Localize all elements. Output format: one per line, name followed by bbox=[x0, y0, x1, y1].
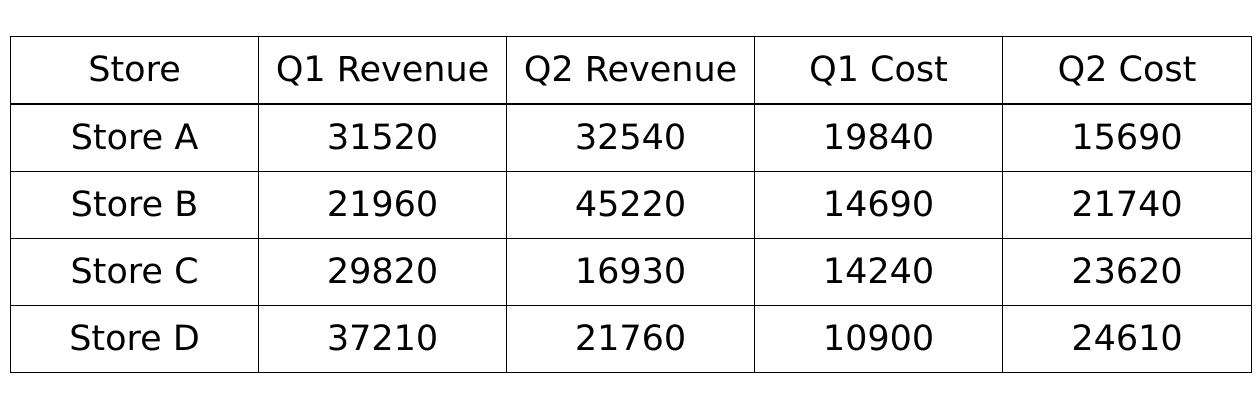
table-cell: Store D bbox=[10, 305, 259, 373]
table-cell: 21760 bbox=[506, 305, 755, 373]
table-header: Store Q1 Revenue Q2 Revenue Q1 Cost Q2 C… bbox=[10, 36, 1252, 105]
header-cell-q1-cost: Q1 Cost bbox=[754, 36, 1003, 105]
table-cell: 15690 bbox=[1002, 103, 1252, 172]
header-cell-q2-cost: Q2 Cost bbox=[1002, 36, 1252, 105]
table-cell: 45220 bbox=[506, 171, 755, 239]
table-cell: 10900 bbox=[754, 305, 1003, 373]
table-cell: 31520 bbox=[258, 103, 507, 172]
table-row: Store A 31520 32540 19840 15690 bbox=[10, 103, 1252, 172]
header-cell-q1-revenue: Q1 Revenue bbox=[258, 36, 507, 105]
header-row: Store Q1 Revenue Q2 Revenue Q1 Cost Q2 C… bbox=[10, 36, 1252, 105]
table-cell: 16930 bbox=[506, 238, 755, 306]
table-row: Store B 21960 45220 14690 21740 bbox=[10, 171, 1252, 239]
table-cell: Store B bbox=[10, 171, 259, 239]
table-cell: 21960 bbox=[258, 171, 507, 239]
table-cell: 23620 bbox=[1002, 238, 1252, 306]
header-cell-store: Store bbox=[10, 36, 259, 105]
table-cell: 29820 bbox=[258, 238, 507, 306]
table-cell: 24610 bbox=[1002, 305, 1252, 373]
table-cell: 14240 bbox=[754, 238, 1003, 306]
header-cell-q2-revenue: Q2 Revenue bbox=[506, 36, 755, 105]
table-cell: 37210 bbox=[258, 305, 507, 373]
table-row: Store C 29820 16930 14240 23620 bbox=[10, 238, 1252, 306]
table-cell: Store A bbox=[10, 103, 259, 172]
data-table: Store Q1 Revenue Q2 Revenue Q1 Cost Q2 C… bbox=[10, 36, 1252, 373]
table-cell: 21740 bbox=[1002, 171, 1252, 239]
table-cell: Store C bbox=[10, 238, 259, 306]
table-body: Store A 31520 32540 19840 15690 Store B … bbox=[10, 103, 1252, 373]
table-row: Store D 37210 21760 10900 24610 bbox=[10, 305, 1252, 373]
table-cell: 32540 bbox=[506, 103, 755, 172]
table-cell: 19840 bbox=[754, 103, 1003, 172]
data-table-container: Store Q1 Revenue Q2 Revenue Q1 Cost Q2 C… bbox=[10, 36, 1252, 373]
table-cell: 14690 bbox=[754, 171, 1003, 239]
